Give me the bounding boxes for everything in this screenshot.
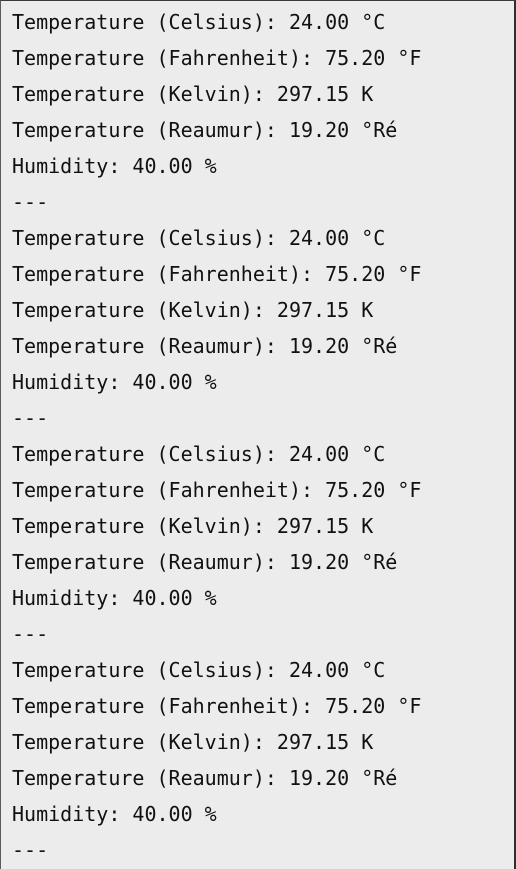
separator-line: --- xyxy=(12,406,49,430)
output-line: Temperature (Reaumur): 19.20 °Ré xyxy=(12,334,398,358)
output-line: Temperature (Reaumur): 19.20 °Ré xyxy=(12,550,398,574)
output-line: Temperature (Celsius): 24.00 °C xyxy=(12,226,386,250)
output-line: Temperature (Kelvin): 297.15 K xyxy=(12,514,374,538)
separator-line: --- xyxy=(12,190,49,214)
output-line: Temperature (Fahrenheit): 75.20 °F xyxy=(12,46,422,70)
output-line: Humidity: 40.00 % xyxy=(12,586,217,610)
output-line: Temperature (Kelvin): 297.15 K xyxy=(12,298,374,322)
output-line: Temperature (Reaumur): 19.20 °Ré xyxy=(12,766,398,790)
output-line: Humidity: 40.00 % xyxy=(12,802,217,826)
output-line: Temperature (Kelvin): 297.15 K xyxy=(12,82,374,106)
output-line: Temperature (Fahrenheit): 75.20 °F xyxy=(12,262,422,286)
output-line: Temperature (Kelvin): 297.15 K xyxy=(12,730,374,754)
output-line: Temperature (Reaumur): 19.20 °Ré xyxy=(12,118,398,142)
output-line: Temperature (Celsius): 24.00 °C xyxy=(12,10,386,34)
output-line: Humidity: 40.00 % xyxy=(12,154,217,178)
output-line: Temperature (Celsius): 24.00 °C xyxy=(12,442,386,466)
separator-line: --- xyxy=(12,622,49,646)
output-line: Temperature (Fahrenheit): 75.20 °F xyxy=(12,478,422,502)
output-line: Temperature (Fahrenheit): 75.20 °F xyxy=(12,694,422,718)
separator-line: --- xyxy=(12,838,49,862)
output-line: Temperature (Celsius): 24.00 °C xyxy=(12,658,386,682)
output-line: Humidity: 40.00 % xyxy=(12,370,217,394)
